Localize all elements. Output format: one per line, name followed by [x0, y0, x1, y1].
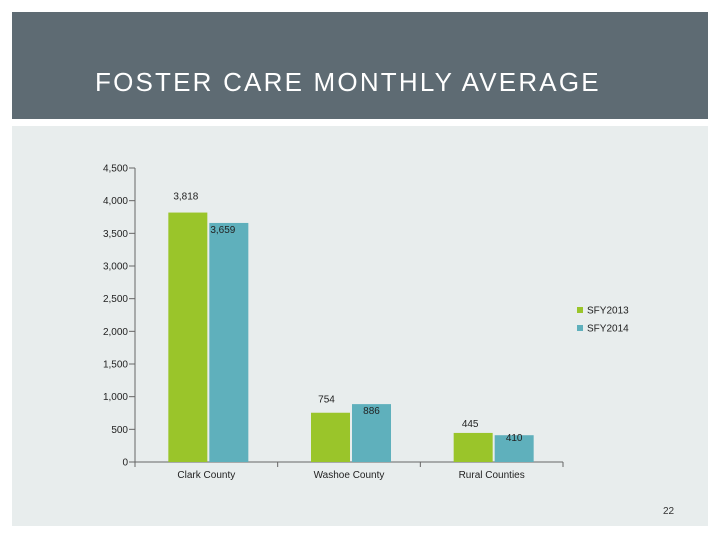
y-tick-label: 3,000: [103, 262, 128, 273]
legend-swatch-sfy2014: [577, 325, 583, 331]
bar-sfy2013-2: [453, 432, 493, 462]
x-tick-label: Washoe County: [314, 470, 385, 481]
data-label: 3,818: [173, 192, 198, 203]
y-tick-label: 500: [111, 425, 128, 436]
y-tick-label: 1,500: [103, 360, 128, 371]
x-tick-label: Clark County: [177, 470, 235, 481]
data-label: 3,659: [210, 225, 235, 236]
bar-sfy2013-0: [168, 212, 208, 462]
slide-title: FOSTER CARE MONTHLY AVERAGE: [95, 67, 601, 97]
legend-label: SFY2013: [587, 306, 629, 317]
page-number: 22: [663, 506, 675, 517]
y-tick-label: 3,500: [103, 229, 128, 240]
x-tick-label: Rural Counties: [459, 470, 525, 481]
slide-header: FOSTER CARE MONTHLY AVERAGE: [12, 12, 708, 119]
data-label: 410: [506, 433, 523, 444]
bar-sfy2014-0: [209, 222, 249, 462]
y-tick-label: 4,500: [103, 164, 128, 175]
y-tick-label: 2,500: [103, 294, 128, 305]
y-tick-label: 4,000: [103, 196, 128, 207]
y-tick-label: 0: [122, 458, 128, 469]
legend-label: SFY2014: [587, 324, 629, 335]
y-tick-label: 2,000: [103, 327, 128, 338]
data-label: 886: [363, 406, 380, 417]
bar-sfy2013-1: [311, 412, 350, 462]
legend-swatch-sfy2013: [577, 307, 583, 313]
y-tick-label: 1,000: [103, 392, 128, 403]
bar-sfy2014-1: [352, 404, 391, 462]
data-label: 445: [462, 419, 479, 430]
bar-sfy2014-2: [494, 435, 534, 462]
data-label: 754: [318, 395, 335, 406]
